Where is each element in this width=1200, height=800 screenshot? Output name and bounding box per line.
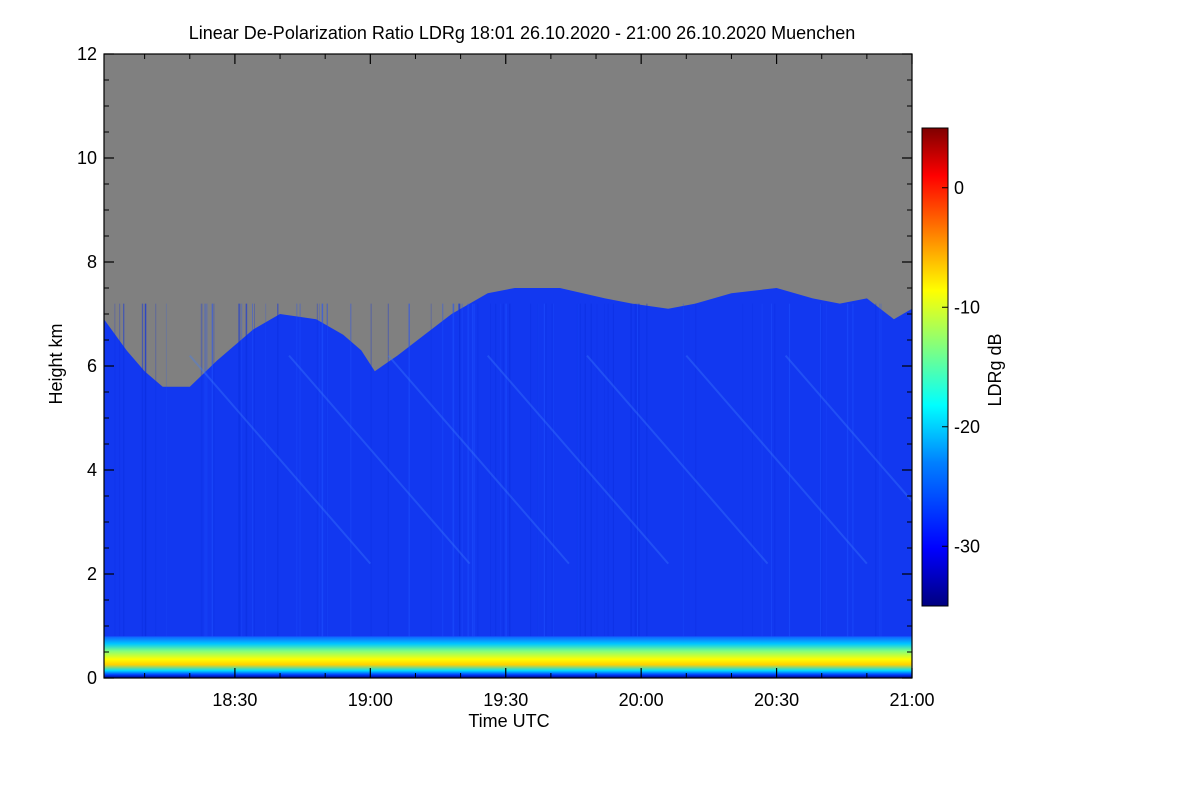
- x-tick-label: 19:00: [348, 690, 393, 710]
- signal-region: [104, 288, 912, 678]
- fall-streak: [189, 354, 372, 565]
- fall-streak: [784, 354, 912, 503]
- y-tick-label: 6: [87, 356, 97, 376]
- colorbar: 0 -10 -20 -30 LDRg dB: [921, 127, 1005, 607]
- y-tick-label: 4: [87, 460, 97, 480]
- fall-streak: [387, 354, 570, 565]
- fall-streak: [486, 354, 670, 565]
- x-tick-label: 20:00: [619, 690, 664, 710]
- fall-streak: [685, 354, 868, 565]
- boundary-layer-bands: [104, 636, 912, 678]
- x-axis-label: Time UTC: [468, 711, 549, 731]
- colorbar-gradient: [921, 127, 949, 607]
- y-tick-label: 10: [77, 148, 97, 168]
- fall-streaks: [104, 303, 912, 637]
- y-axis-label: Height km: [46, 323, 66, 404]
- y-axis: 0 2 4 6 8 10 12: [77, 44, 912, 688]
- x-tick-label: 18:30: [212, 690, 257, 710]
- colorbar-tick-label: -30: [954, 536, 980, 556]
- colorbar-label: LDRg dB: [985, 333, 1005, 406]
- colorbar-tick-label: -20: [954, 417, 980, 437]
- y-tick-label: 12: [77, 44, 97, 64]
- colorbar-ticks: 0 -10 -20 -30: [942, 178, 980, 556]
- fall-streak: [586, 354, 769, 565]
- y-tick-label: 8: [87, 252, 97, 272]
- chart-title: Linear De-Polarization Ratio LDRg 18:01 …: [189, 23, 855, 43]
- x-tick-label: 19:30: [483, 690, 528, 710]
- aerosol-layer: [104, 636, 912, 678]
- colorbar-tick-label: 0: [954, 178, 964, 198]
- x-axis: 18:30 19:00 19:30 20:00 20:30 21:00: [144, 54, 935, 710]
- x-tick-label: 20:30: [754, 690, 799, 710]
- fall-streak: [288, 354, 471, 565]
- x-tick-label: 21:00: [889, 690, 934, 710]
- y-tick-label: 2: [87, 564, 97, 584]
- y-tick-label: 0: [87, 668, 97, 688]
- plot-area: [104, 54, 912, 678]
- colorbar-tick-label: -10: [954, 297, 980, 317]
